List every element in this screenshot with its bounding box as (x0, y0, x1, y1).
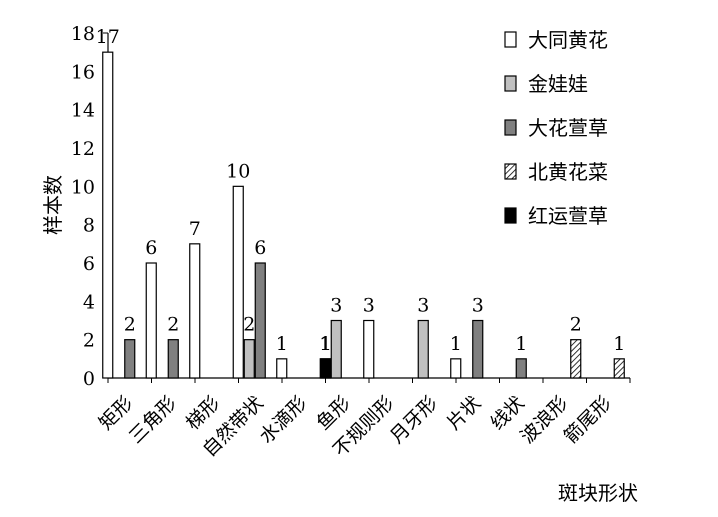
y-tick-label: 16 (71, 61, 95, 83)
y-tick-label: 6 (83, 253, 95, 275)
legend-label: 大花萱草 (528, 116, 608, 140)
bar-3-9 (472, 319, 484, 379)
bar-1-2 (145, 262, 157, 379)
legend-swatch (504, 119, 517, 136)
data-label: 2 (570, 314, 582, 336)
x-category-label: 水滴形 (255, 392, 311, 448)
y-tick-label: 4 (83, 291, 95, 313)
bar-3-2 (167, 339, 179, 379)
x-category-label: 箭尾形 (560, 392, 616, 448)
data-label: 10 (226, 160, 250, 182)
bar-3-1 (124, 339, 136, 379)
bar-4-11 (570, 339, 582, 379)
bar-4-12 (613, 358, 625, 379)
legend-swatch (504, 207, 517, 224)
data-label: 2 (124, 314, 136, 336)
data-label: 1 (515, 333, 527, 355)
bar-2-4 (243, 339, 255, 379)
y-tick-label: 2 (83, 330, 95, 352)
data-label: 1 (613, 333, 625, 355)
x-axis-title: 斑块形状 (558, 481, 638, 505)
x-category-label: 波浪形 (516, 392, 572, 448)
bar-1-7 (363, 319, 375, 379)
legend-swatch (504, 75, 517, 92)
bar-1-1 (102, 51, 114, 379)
bar-1-3 (189, 243, 201, 379)
legend-swatch (504, 163, 517, 180)
legend-label: 金娃娃 (528, 72, 588, 96)
y-axis-title: 样本数 (41, 175, 65, 235)
data-label: 1 (450, 333, 462, 355)
y-tick-label: 18 (71, 23, 95, 45)
x-category-label: 片状 (443, 392, 485, 434)
bar-1-5 (276, 358, 288, 379)
bar-3-4 (254, 262, 266, 379)
y-tick-label: 0 (83, 368, 95, 390)
data-label: 17 (96, 26, 120, 48)
y-tick-label: 10 (71, 176, 95, 198)
y-tick-label: 14 (71, 100, 95, 122)
legend-swatch (504, 31, 517, 48)
x-category-label: 三角形 (125, 392, 181, 448)
bar-1-9 (450, 358, 462, 379)
data-label: 1 (319, 333, 331, 355)
data-label: 3 (472, 295, 484, 317)
bar-3-10 (515, 358, 527, 379)
data-label: 2 (243, 314, 255, 336)
data-label: 7 (189, 218, 201, 240)
data-label: 3 (363, 295, 375, 317)
data-label: 1 (276, 333, 288, 355)
y-tick-label: 8 (83, 215, 95, 237)
bar-2-6 (330, 319, 342, 379)
legend-label: 北黄花菜 (528, 160, 608, 184)
x-category-label: 月牙形 (386, 392, 442, 448)
y-tick-label: 12 (71, 138, 95, 160)
data-label: 2 (167, 314, 179, 336)
data-label: 1 (320, 333, 332, 355)
data-label: 6 (145, 237, 157, 259)
legend-label: 大同黄花 (528, 28, 608, 52)
bar-5-5 (320, 358, 332, 379)
data-label: 6 (254, 237, 266, 259)
data-label: 3 (330, 295, 342, 317)
legend-label: 红运萱草 (528, 204, 608, 228)
data-label: 3 (417, 295, 429, 317)
bar-2-8 (417, 319, 429, 379)
bar-1-4 (232, 185, 244, 379)
